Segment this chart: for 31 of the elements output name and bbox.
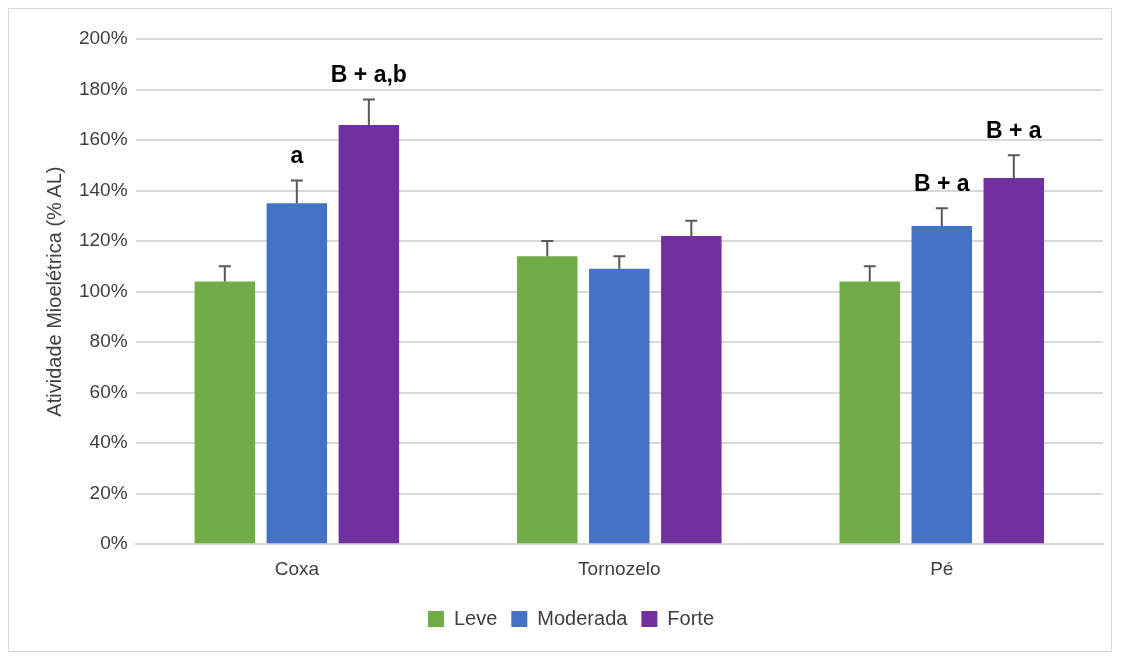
y-tick-label: 0% — [100, 532, 128, 554]
bar — [911, 225, 973, 544]
x-tick-label: Coxa — [274, 557, 320, 579]
legend-label: Moderada — [537, 606, 629, 629]
annotation: B + a — [985, 117, 1042, 144]
y-tick-label: 160% — [78, 128, 128, 150]
bar — [194, 281, 256, 544]
bar — [983, 177, 1045, 544]
y-tick-label: 40% — [89, 431, 128, 453]
y-tick-label: 140% — [78, 178, 128, 200]
annotation: B + a — [913, 170, 970, 197]
x-tick-label: Tornozelo — [578, 557, 661, 579]
bar — [661, 236, 722, 544]
y-tick-label: 200% — [78, 27, 128, 49]
y-tick-label: 20% — [89, 481, 128, 503]
y-tick-label: 180% — [78, 77, 128, 99]
bar — [589, 268, 650, 544]
bar — [338, 124, 400, 544]
y-tick-label: 60% — [89, 380, 128, 402]
bar — [266, 203, 328, 544]
y-tick-label: 100% — [78, 279, 128, 301]
bar — [839, 281, 900, 544]
y-tick-label: 80% — [89, 330, 128, 352]
legend-label: Forte — [667, 606, 715, 629]
annotation: a — [290, 142, 304, 169]
annotation: B + a,b — [330, 61, 407, 88]
y-tick-label: 120% — [78, 229, 128, 251]
x-tick-label: Pé — [930, 557, 954, 579]
legend-label: Leve — [453, 606, 498, 629]
y-axis-title: Atividade Mioelétrica (% AL) — [42, 166, 65, 417]
bar — [517, 256, 578, 544]
